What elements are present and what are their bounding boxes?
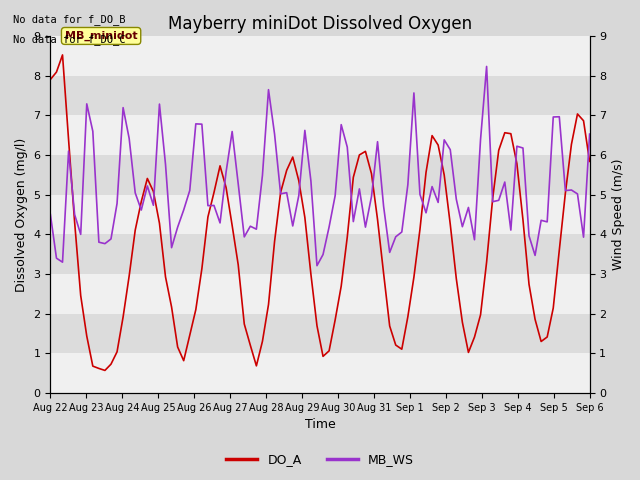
Legend: DO_A, MB_WS: DO_A, MB_WS <box>221 448 419 471</box>
DO_A <box>47 77 54 83</box>
DO_A <box>519 217 527 223</box>
Bar <box>51 353 589 393</box>
MB_WS <box>573 191 581 197</box>
DO_A <box>435 142 442 148</box>
Y-axis label: Wind Speed (m/s): Wind Speed (m/s) <box>612 159 625 270</box>
DO_A <box>222 185 230 191</box>
Line: MB_WS: MB_WS <box>51 66 589 265</box>
MB_WS <box>47 212 54 217</box>
MB_WS <box>586 131 593 137</box>
Text: No data for f_DO_C: No data for f_DO_C <box>13 34 125 45</box>
X-axis label: Time: Time <box>305 419 335 432</box>
Bar <box>51 234 589 274</box>
Y-axis label: Dissolved Oxygen (mg/l): Dissolved Oxygen (mg/l) <box>15 137 28 292</box>
DO_A <box>586 158 593 164</box>
Bar <box>51 274 589 314</box>
Bar <box>51 314 589 353</box>
Text: No data for f_DO_B: No data for f_DO_B <box>13 14 125 25</box>
DO_A <box>131 227 139 233</box>
Bar <box>51 76 589 115</box>
Text: MB_minidot: MB_minidot <box>65 31 138 41</box>
DO_A <box>507 131 515 137</box>
DO_A <box>59 52 67 58</box>
MB_WS <box>507 227 515 233</box>
MB_WS <box>428 184 436 190</box>
Line: DO_A: DO_A <box>51 55 589 371</box>
MB_WS <box>313 263 321 268</box>
MB_WS <box>210 203 218 208</box>
Bar <box>51 155 589 195</box>
MB_WS <box>483 63 490 69</box>
Bar <box>51 195 589 234</box>
Bar <box>51 115 589 155</box>
DO_A <box>573 111 581 117</box>
Bar <box>51 36 589 76</box>
Title: Mayberry miniDot Dissolved Oxygen: Mayberry miniDot Dissolved Oxygen <box>168 15 472 33</box>
MB_WS <box>519 145 527 151</box>
MB_WS <box>119 105 127 110</box>
DO_A <box>101 368 109 373</box>
